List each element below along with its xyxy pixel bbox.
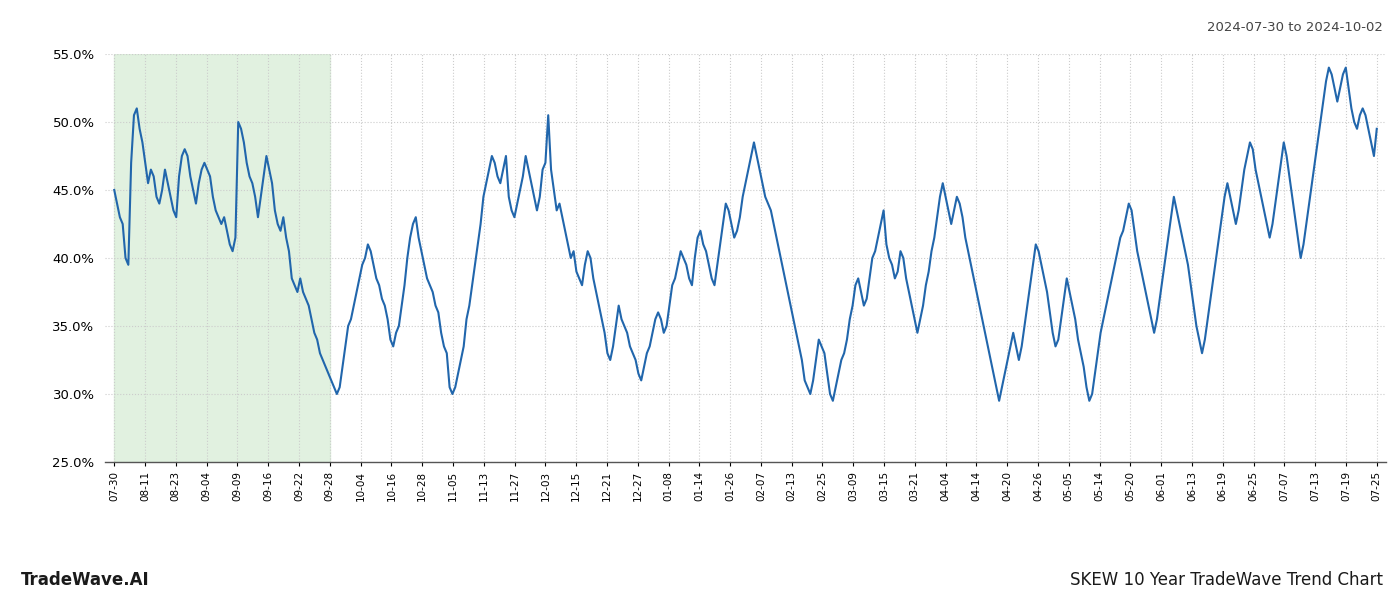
- Text: SKEW 10 Year TradeWave Trend Chart: SKEW 10 Year TradeWave Trend Chart: [1070, 571, 1383, 589]
- Bar: [115, 54, 330, 462]
- Text: 2024-07-30 to 2024-10-02: 2024-07-30 to 2024-10-02: [1207, 21, 1383, 34]
- Text: TradeWave.AI: TradeWave.AI: [21, 571, 150, 589]
